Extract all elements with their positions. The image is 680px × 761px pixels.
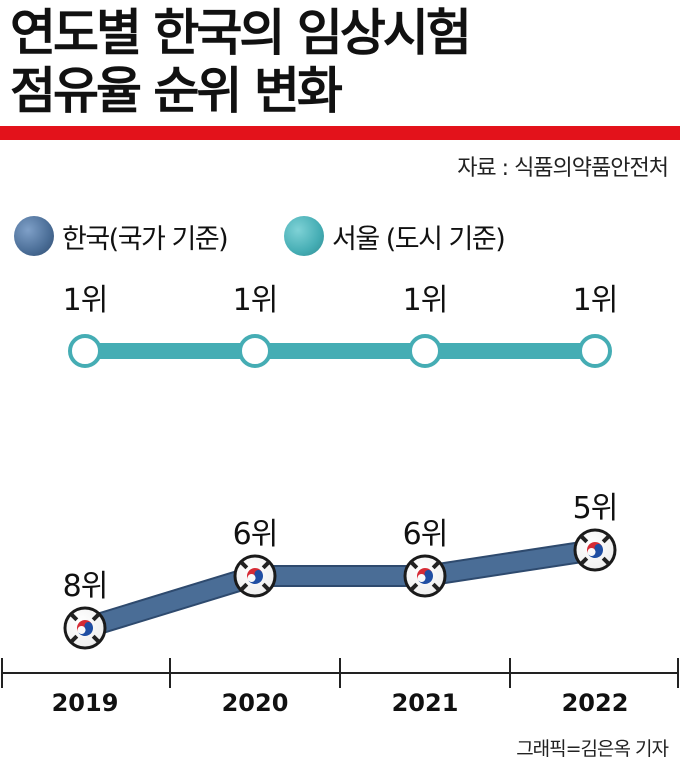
taegeuk-flag-icon: [573, 528, 617, 572]
seoul-point: [68, 334, 102, 368]
legend-item-seoul: 서울 (도시 기준): [284, 214, 506, 258]
seoul-data-label: 1위: [233, 283, 278, 318]
legend-swatch-korea: [14, 216, 54, 256]
title-line-2: 점유율 순위 변화: [10, 62, 343, 120]
korea-data-label: 8위: [63, 569, 108, 604]
legend-item-korea: 한국(국가 기준): [14, 214, 229, 258]
x-tick-label: 2020: [222, 689, 289, 717]
taegeuk-flag-icon: [403, 554, 447, 598]
seoul-data-label: 1위: [403, 283, 448, 318]
x-tick-label: 2021: [392, 689, 459, 717]
graphic-credit: 그래픽=김은옥 기자: [516, 738, 669, 760]
korea-point: [403, 554, 447, 598]
legend-label-seoul: 서울 (도시 기준): [332, 223, 506, 255]
taegeuk-flag-icon: [233, 554, 277, 598]
seoul-point: [578, 334, 612, 368]
korea-point: [63, 606, 107, 650]
x-tick-label: 2019: [52, 689, 119, 717]
korea-point: [573, 528, 617, 572]
seoul-data-label: 1위: [573, 283, 618, 318]
source-note: 자료 : 식품의약품안전처: [457, 156, 669, 181]
taegeuk-flag-icon: [63, 606, 107, 650]
legend-swatch-seoul: [284, 216, 324, 256]
korea-series-line: [82, 541, 597, 637]
seoul-point: [238, 334, 272, 368]
chart-title: 연도별 한국의 임상시험 점유율 순위 변화: [10, 4, 472, 120]
seoul-point: [408, 334, 442, 368]
korea-data-label: 6위: [403, 517, 448, 552]
seoul-data-label: 1위: [63, 283, 108, 318]
legend-label-korea: 한국(국가 기준): [62, 223, 229, 255]
korea-data-label: 5위: [573, 491, 618, 526]
korea-data-label: 6위: [233, 517, 278, 552]
korea-point: [233, 554, 277, 598]
x-tick-label: 2022: [562, 689, 629, 717]
title-divider: [0, 126, 680, 140]
title-line-1: 연도별 한국의 임상시험: [10, 4, 472, 62]
